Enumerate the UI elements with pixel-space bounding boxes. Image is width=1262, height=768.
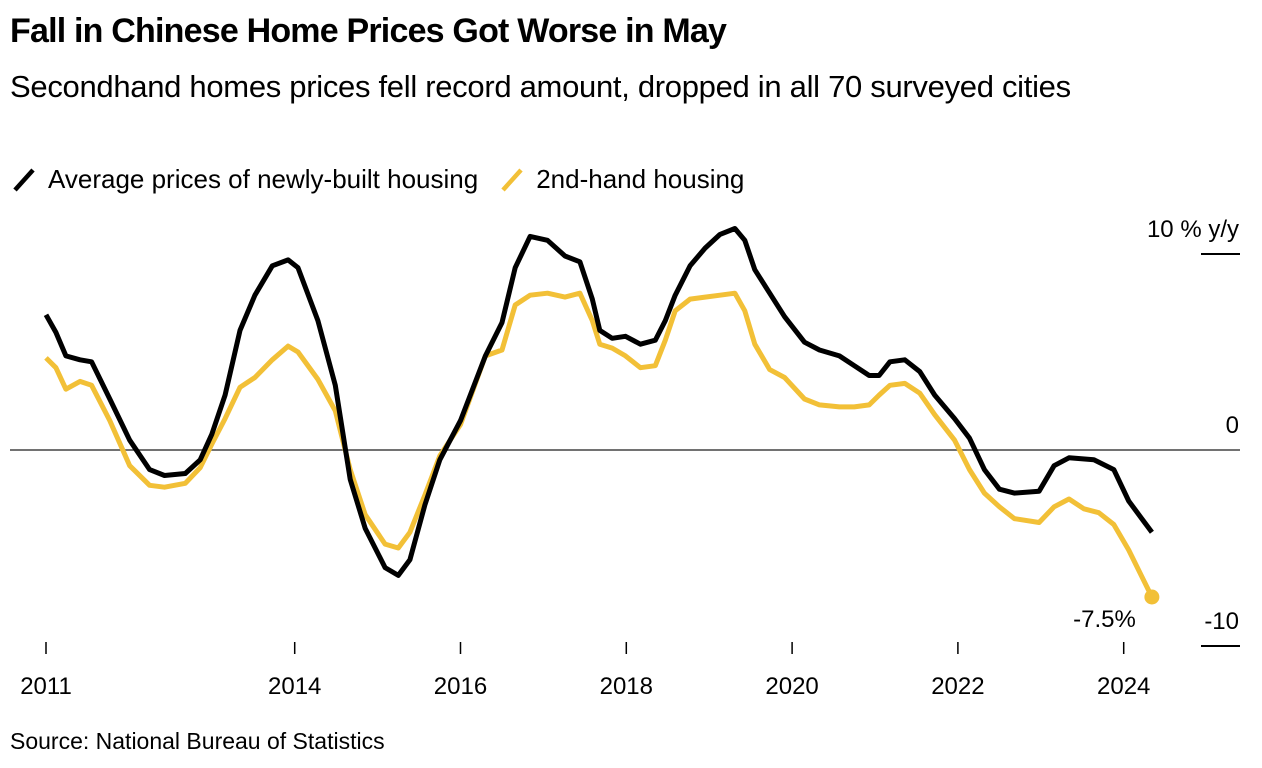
legend: Average prices of newly-built housing 2n… [12,164,766,195]
x-tick-label: 2016 [434,673,487,700]
chart-subtitle: Secondhand homes prices fell record amou… [10,69,1071,104]
series-layer [43,226,1155,599]
x-tick-label: 2022 [931,673,984,700]
legend-label-new-housing: Average prices of newly-built housing [48,164,479,194]
x-tick-label: 2020 [765,673,818,700]
annotation-layer: -7.5% [1073,589,1160,633]
legend-item-new-housing: Average prices of newly-built housing [12,164,478,195]
x-tick-label: 2018 [600,673,653,700]
axes-layer: 10 % y/y 0 -10 2011 2014 2016 2018 2020 2022 2024 [10,216,1240,700]
last-value-marker [1144,589,1160,605]
y-tick-label: 10 % y/y [1147,216,1239,243]
y-tick-label: 0 [1226,412,1239,439]
x-tick-label: 2024 [1097,673,1150,700]
series-line-new-housing [43,226,1154,578]
legend-label-secondhand-housing: 2nd-hand housing [536,164,745,194]
source-note: Source: National Bureau of Statistics [10,728,385,754]
x-tick-label: 2011 [20,673,72,700]
legend-swatch-secondhand-housing-icon [501,167,523,192]
x-tick-label: 2014 [268,673,321,700]
legend-item-secondhand-housing: 2nd-hand housing [500,164,744,195]
chart-title: Fall in Chinese Home Prices Got Worse in… [10,12,727,50]
series-line-secondhand-housing [44,290,1155,599]
y-tick-label: -10 [1204,608,1239,635]
legend-swatch-new-housing-icon [13,167,35,192]
last-value-label: -7.5% [1073,606,1136,633]
